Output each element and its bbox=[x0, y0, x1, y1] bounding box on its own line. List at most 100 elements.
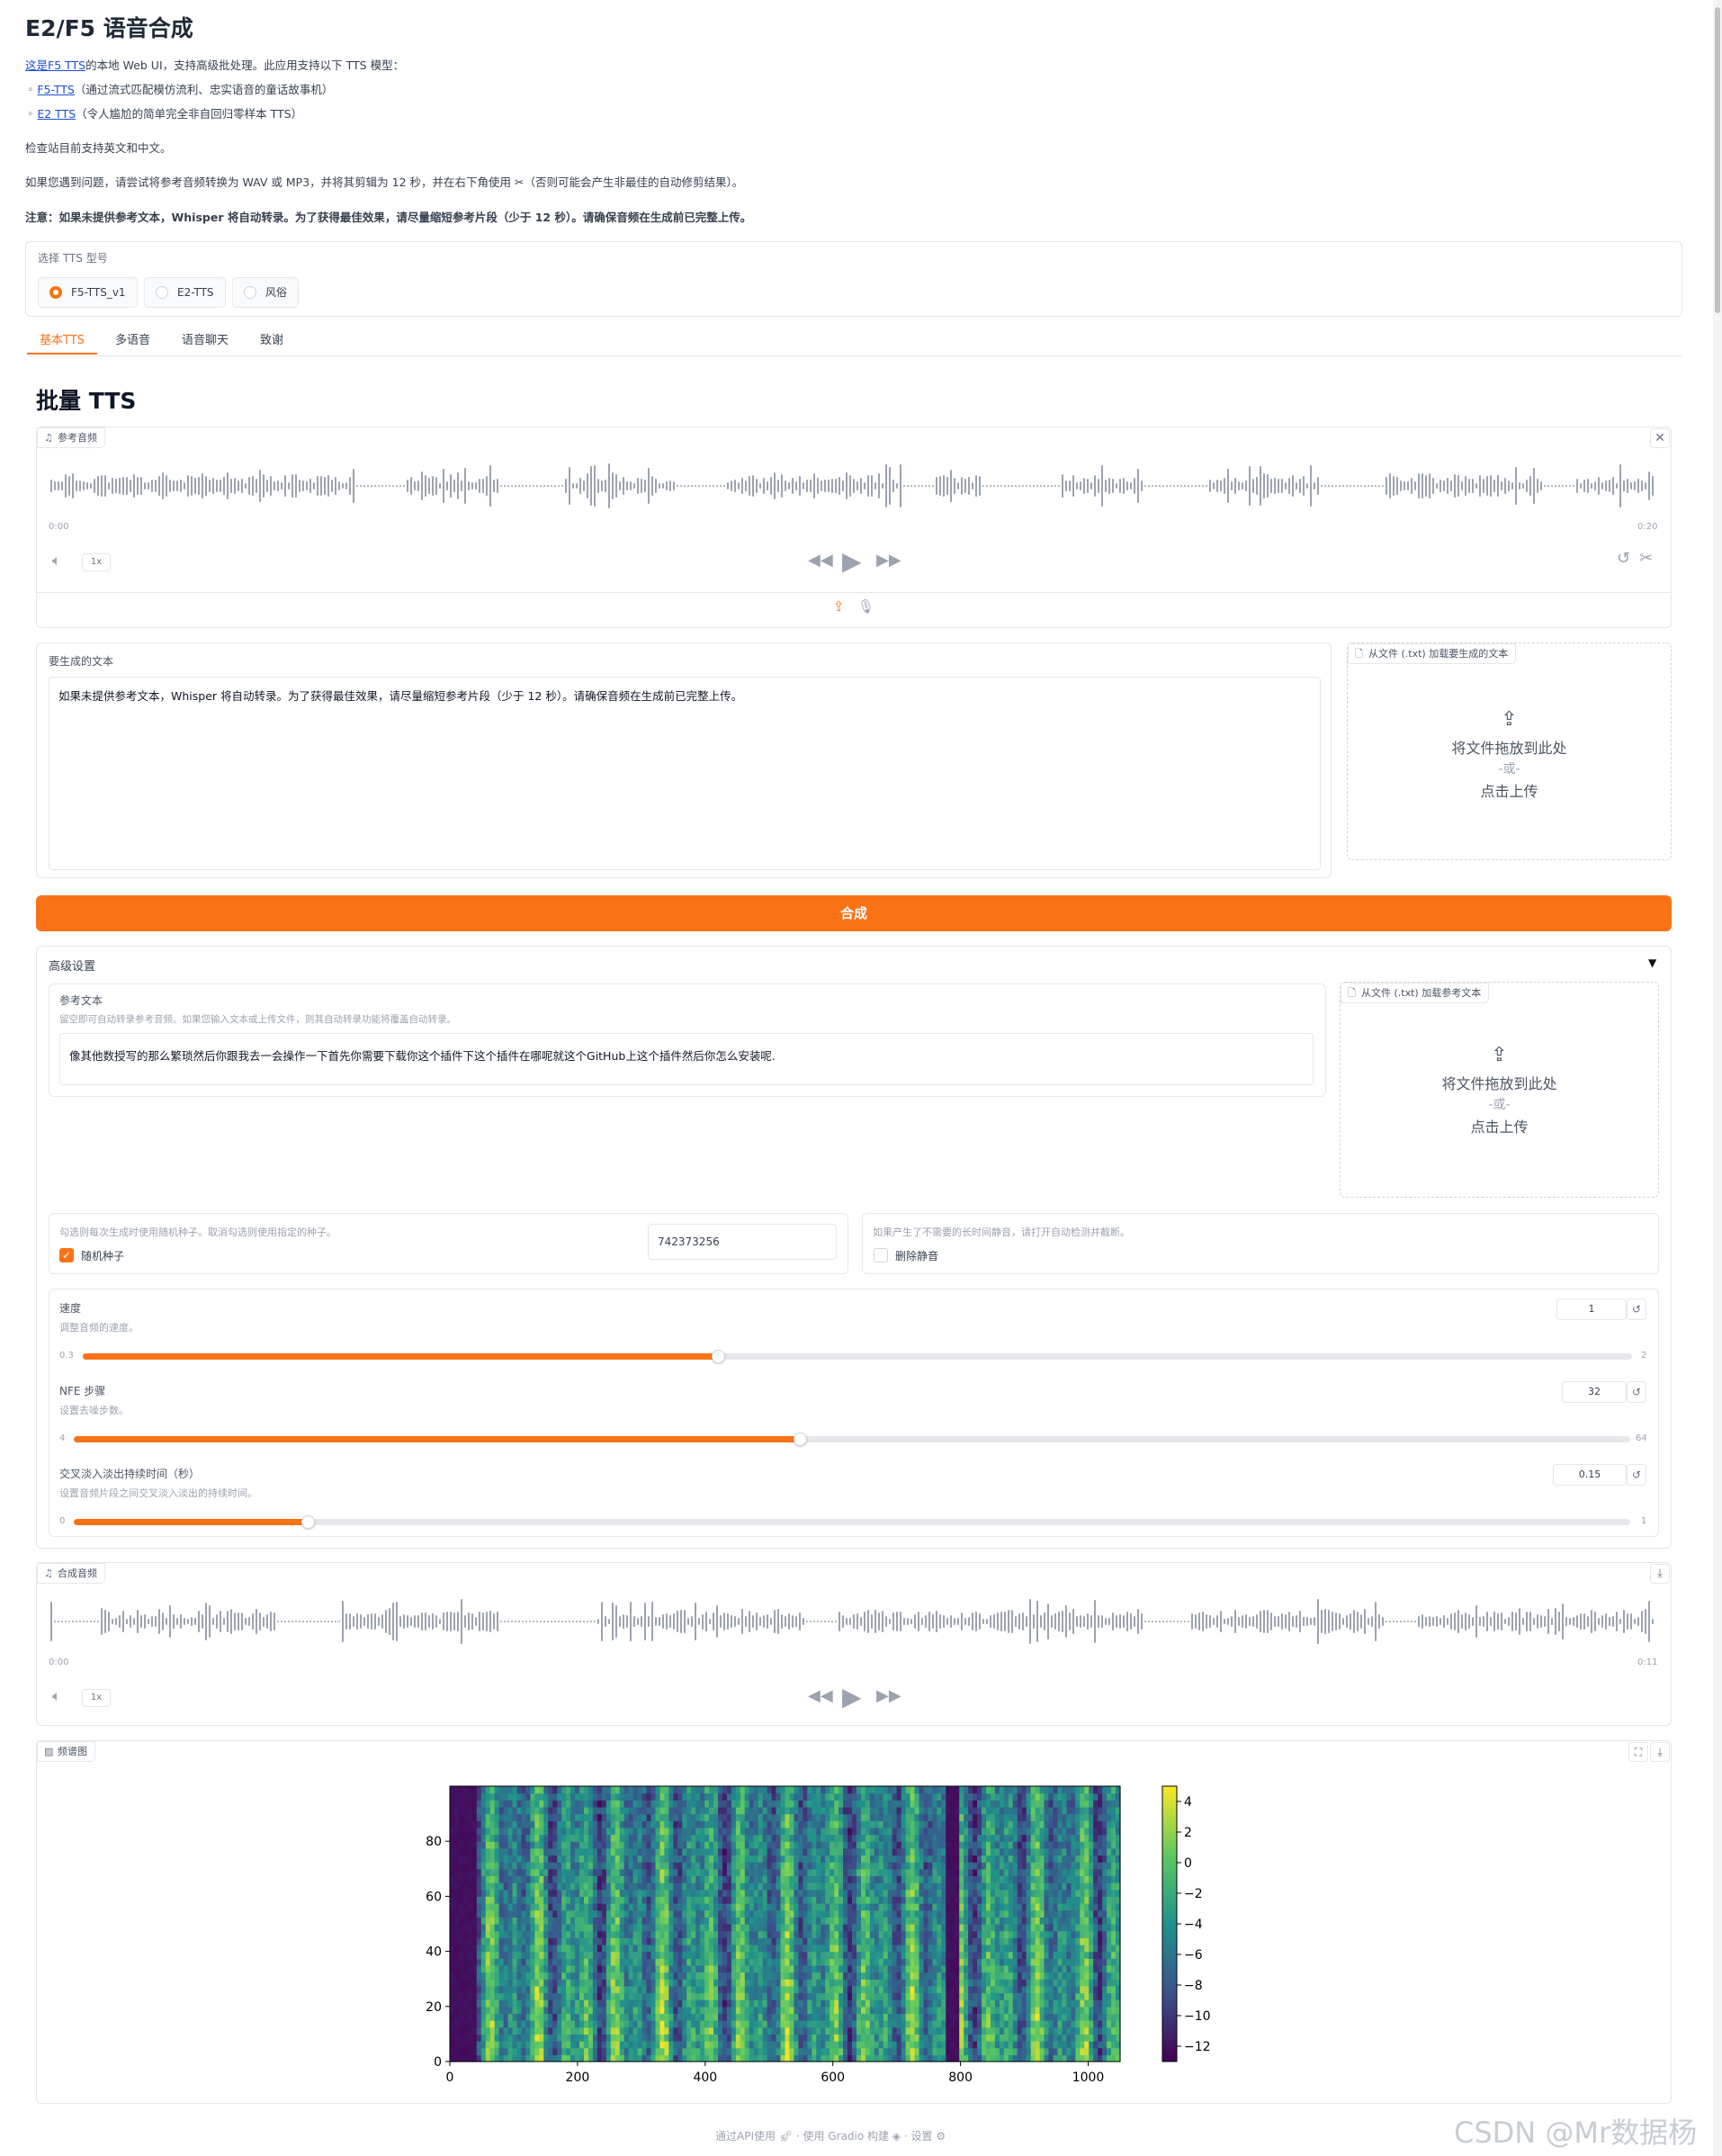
waveform-bar bbox=[471, 1613, 473, 1630]
collapse-triangle-icon[interactable]: ▼ bbox=[1648, 957, 1657, 969]
heatmap-cell bbox=[534, 1800, 540, 1808]
crossfade-max: 1 bbox=[1641, 1516, 1647, 1526]
volume-icon[interactable]: 🔈︎ bbox=[52, 1687, 61, 1704]
heatmap-cell bbox=[525, 1889, 531, 1897]
waveform-bar bbox=[633, 482, 635, 490]
nfe-slider[interactable] bbox=[74, 1433, 1630, 1446]
waveform-bar bbox=[615, 1604, 617, 1639]
heatmap-cell bbox=[619, 1930, 625, 1938]
speed-slider[interactable] bbox=[83, 1350, 1632, 1363]
heatmap-cell bbox=[467, 1800, 473, 1808]
crossfade-reset-button[interactable]: ↺ bbox=[1627, 1464, 1646, 1486]
nfe-slider-handle[interactable] bbox=[794, 1433, 808, 1446]
heatmap-cell bbox=[471, 1951, 478, 1959]
waveform-bar bbox=[1573, 485, 1574, 487]
output-audio-waveform[interactable] bbox=[50, 1595, 1657, 1648]
f5-tts-link[interactable]: 这是F5 TTS bbox=[25, 58, 86, 72]
nfe-value-input[interactable]: 32 bbox=[1562, 1381, 1627, 1403]
heatmap-cell bbox=[480, 1951, 487, 1959]
heatmap-cell bbox=[691, 1834, 696, 1842]
output-audio-label: ♫ 合成音频 bbox=[37, 1563, 105, 1584]
radio-custom[interactable]: 风俗 bbox=[232, 277, 300, 308]
heatmap-cell bbox=[686, 1813, 692, 1821]
waveform-bar bbox=[1080, 481, 1081, 490]
heatmap-cell bbox=[691, 1889, 696, 1897]
tab-voice-chat[interactable]: 语音聊天 bbox=[182, 334, 229, 347]
heatmap-cell bbox=[543, 1800, 549, 1808]
undo-icon[interactable]: ↺ bbox=[1617, 549, 1631, 568]
advanced-settings-title[interactable]: 高级设置 bbox=[49, 960, 96, 974]
heatmap-cell bbox=[480, 1847, 487, 1856]
ref-text-file-upload[interactable]: ⇪ 将文件拖放到此处 -或- 点击上传 bbox=[1340, 982, 1659, 1198]
heatmap-cell bbox=[834, 2047, 839, 2055]
speed-value-input[interactable]: 1 bbox=[1556, 1298, 1627, 1320]
remove-silence-checkbox[interactable] bbox=[874, 1248, 888, 1262]
waveform-bar bbox=[536, 1621, 538, 1622]
fast-forward-icon[interactable]: ▶▶ bbox=[876, 551, 901, 570]
ref-audio-waveform[interactable] bbox=[50, 459, 1657, 513]
rewind-icon[interactable]: ◀◀ bbox=[808, 1686, 833, 1705]
playback-speed-button[interactable]: 1x bbox=[82, 553, 111, 571]
waveform-bar bbox=[1015, 485, 1017, 487]
radio-f5-tts-v1[interactable]: F5-TTS_v1 bbox=[38, 277, 138, 308]
tab-credits[interactable]: 致谢 bbox=[260, 334, 284, 347]
gen-text-file-upload[interactable]: ⇪ 将文件拖放到此处 -或- 点击上传 bbox=[1347, 642, 1672, 860]
clear-audio-button[interactable]: ✕ bbox=[1650, 428, 1670, 448]
crossfade-value-input[interactable]: 0.15 bbox=[1553, 1464, 1627, 1486]
rewind-icon[interactable]: ◀◀ bbox=[808, 551, 833, 570]
playback-speed-button[interactable]: 1x bbox=[82, 1689, 111, 1707]
fast-forward-icon[interactable]: ▶▶ bbox=[876, 1686, 901, 1705]
synthesize-button[interactable]: 合成 bbox=[36, 895, 1672, 931]
waveform-bar bbox=[1605, 1613, 1607, 1630]
heatmap-cell bbox=[740, 1992, 746, 2000]
speed-slider-handle[interactable] bbox=[712, 1350, 726, 1363]
heatmap-cell bbox=[816, 1792, 821, 1801]
waveform-bar bbox=[662, 482, 664, 490]
random-seed-checkbox[interactable]: ✓ bbox=[59, 1248, 74, 1262]
seed-input[interactable]: 742373256 bbox=[648, 1224, 837, 1260]
heatmap-cell bbox=[834, 2034, 839, 2042]
heatmap-cell bbox=[874, 1889, 880, 1897]
heatmap-cell bbox=[668, 1979, 674, 1987]
ref-text-input[interactable]: 像其他数授写的那么繁琐然后你跟我去一会操作一下首先你需要下载你这个插件下这个插件… bbox=[59, 1033, 1314, 1085]
play-icon[interactable]: ▶ bbox=[842, 1682, 862, 1711]
heatmap-cell bbox=[887, 1944, 893, 1953]
heatmap-cell bbox=[843, 1972, 848, 1980]
heatmap-cell bbox=[525, 2047, 531, 2055]
heatmap-cell bbox=[691, 2054, 696, 2062]
microphone-icon[interactable]: 🎙︎ bbox=[857, 598, 875, 615]
e2-tts-model-link[interactable]: E2 TTS bbox=[37, 107, 76, 121]
download-audio-button[interactable]: ⤓ bbox=[1650, 1564, 1670, 1584]
play-icon[interactable]: ▶ bbox=[842, 546, 862, 576]
waveform-bar bbox=[1281, 479, 1283, 493]
heatmap-cell bbox=[525, 1820, 531, 1828]
tab-basic-tts[interactable]: 基本TTS bbox=[27, 328, 97, 355]
crossfade-slider-handle[interactable] bbox=[300, 1515, 315, 1529]
gen-text-input[interactable]: 如果未提供参考文本，Whisper 将自动转录。为了获得最佳效果，请尽量缩短参考… bbox=[49, 677, 1321, 870]
tab-multi-speech[interactable]: 多语音 bbox=[115, 334, 151, 347]
trim-scissors-icon[interactable]: ✂ bbox=[1639, 549, 1654, 568]
heatmap-cell bbox=[740, 1930, 746, 1938]
heatmap-cell bbox=[646, 1999, 652, 2008]
heatmap-cell bbox=[539, 1800, 544, 1808]
heatmap-cell bbox=[450, 1985, 455, 1994]
waveform-bar bbox=[698, 1618, 700, 1625]
heatmap-cell bbox=[735, 1827, 741, 1836]
download-image-icon[interactable]: ⤓ bbox=[1650, 1742, 1670, 1762]
heatmap-cell bbox=[762, 2026, 768, 2035]
fullscreen-icon[interactable]: ⛶ bbox=[1628, 1742, 1648, 1762]
heatmap-cell bbox=[735, 1792, 741, 1801]
waveform-bar bbox=[810, 1621, 812, 1622]
speed-reset-button[interactable]: ↺ bbox=[1627, 1298, 1646, 1320]
heatmap-cell bbox=[691, 1992, 696, 2000]
upload-icon[interactable]: ⇪ bbox=[833, 598, 845, 615]
waveform-bar bbox=[1576, 1614, 1578, 1629]
crossfade-slider[interactable] bbox=[74, 1515, 1630, 1529]
volume-icon[interactable]: 🔈︎ bbox=[52, 552, 61, 569]
radio-e2-tts[interactable]: E2-TTS bbox=[144, 277, 226, 308]
heatmap-cell bbox=[673, 1958, 678, 1966]
heatmap-cell bbox=[494, 1958, 500, 1966]
nfe-reset-button[interactable]: ↺ bbox=[1627, 1381, 1646, 1403]
heatmap-cell bbox=[713, 1841, 719, 1849]
f5-tts-model-link[interactable]: F5-TTS bbox=[37, 83, 75, 96]
